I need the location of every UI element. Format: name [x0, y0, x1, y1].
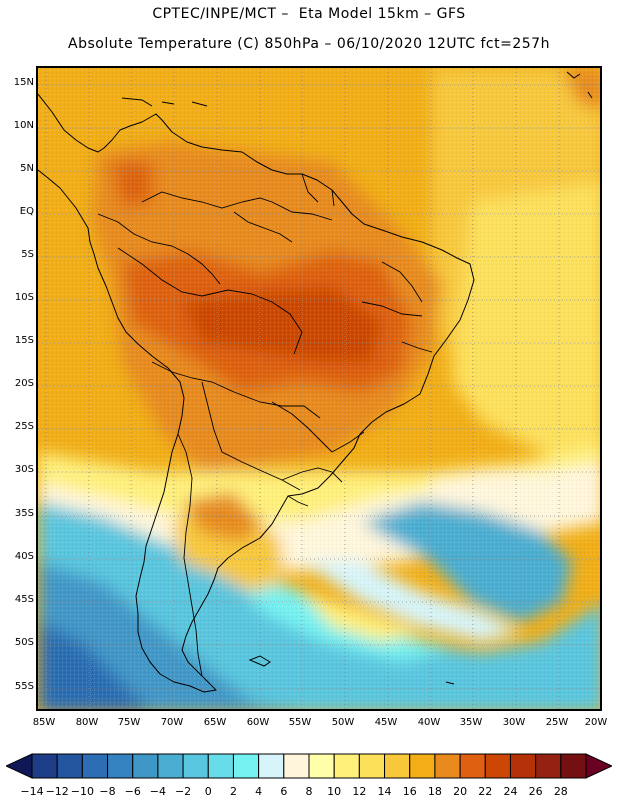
country-borders	[97, 173, 433, 677]
colorbar-cell	[509, 753, 537, 779]
lat-label-45s: 45S	[14, 594, 34, 605]
colorbar-tick-label: −8	[99, 785, 116, 798]
colorbar-tick-label: 26	[528, 785, 543, 798]
colorbar-cell	[232, 753, 260, 779]
lat-label-20s: 20S	[14, 378, 34, 389]
colorbar-tick-label: −2	[174, 785, 192, 798]
colorbar-tick-label: 10	[327, 785, 342, 798]
lat-label-35s: 35S	[14, 508, 34, 519]
colorbar-tick-label: 2	[229, 785, 237, 798]
lon-label-50w: 50W	[331, 717, 355, 728]
lon-label-70w: 70W	[160, 717, 184, 728]
colorbar-tick-label: −6	[124, 785, 141, 798]
colorbar-cell	[384, 753, 411, 779]
colorbar-cell	[157, 753, 184, 779]
colorbar-cell	[358, 753, 386, 779]
colorbar-cell	[560, 753, 587, 779]
lat-label-25s: 25S	[14, 421, 34, 432]
lon-label-45w: 45W	[374, 717, 398, 728]
colorbar-tick-label: 0	[204, 785, 212, 798]
lat-label-40s: 40S	[14, 551, 34, 562]
colorbar-cell	[258, 753, 285, 779]
colorbar-cell	[283, 753, 310, 779]
map-area	[36, 66, 602, 711]
colorbar-tick-label: 8	[305, 785, 313, 798]
colorbar-cell	[56, 753, 83, 779]
colorbar-cell	[484, 753, 511, 779]
lon-label-35w: 35W	[459, 717, 483, 728]
colorbar-cell	[333, 753, 360, 779]
colorbar-cell	[409, 753, 436, 779]
colorbar-tick-label: 12	[352, 785, 367, 798]
southern-islands	[445, 681, 455, 685]
temperature-colorbar	[6, 753, 612, 779]
colorbar-cell	[132, 753, 159, 779]
colorbar-tick-label: 28	[553, 785, 568, 798]
colorbar-cell	[535, 753, 562, 779]
lat-label-50s: 50S	[14, 637, 34, 648]
colorbar-tick-label: 18	[427, 785, 442, 798]
lon-label-60w: 60W	[246, 717, 270, 728]
lon-label-25w: 25W	[545, 717, 569, 728]
colorbar-cell	[31, 753, 58, 779]
lon-label-55w: 55W	[288, 717, 312, 728]
falkland-islands	[248, 655, 271, 667]
caribbean-islands	[121, 71, 593, 107]
colorbar-tick-label: 22	[478, 785, 493, 798]
lon-label-40w: 40W	[417, 717, 441, 728]
map-title-line2: Absolute Temperature (C) 850hPa – 06/10/…	[68, 36, 550, 52]
colorbar-cell	[459, 753, 486, 779]
lon-label-85w: 85W	[32, 717, 56, 728]
map-title-line1: CPTEC/INPE/MCT – Eta Model 15km – GFS	[152, 6, 466, 22]
lat-label-eq: EQ	[19, 206, 34, 217]
lat-label-55s: 55S	[14, 681, 34, 692]
colorbar-left-arrow	[6, 753, 33, 779]
lon-label-75w: 75W	[117, 717, 141, 728]
colorbar-right-arrow	[585, 753, 612, 779]
colorbar-tick-label: 24	[503, 785, 518, 798]
colorbar-cell	[207, 753, 234, 779]
colorbar-tick-label: 4	[255, 785, 263, 798]
lon-label-65w: 65W	[203, 717, 227, 728]
colorbar-cell	[182, 753, 209, 779]
lon-label-80w: 80W	[75, 717, 99, 728]
colorbar-tick-label: −14	[20, 785, 44, 798]
lat-label-5n: 5N	[20, 163, 34, 174]
colorbar-tick-label: 20	[453, 785, 468, 798]
colorbar-tick-label: −4	[149, 785, 167, 798]
colorbar-tick-label: −12	[45, 785, 69, 798]
lat-label-15n: 15N	[13, 77, 34, 88]
lon-label-20w: 20W	[584, 717, 608, 728]
lat-label-10n: 10N	[13, 120, 34, 131]
lat-label-30s: 30S	[14, 464, 34, 475]
colorbar-tick-label: 14	[377, 785, 392, 798]
lon-label-30w: 30W	[502, 717, 526, 728]
colorbar-cell	[81, 753, 109, 779]
colorbar-tick-label: 16	[402, 785, 417, 798]
colorbar-tick-label: −10	[70, 785, 94, 798]
colorbar-tick-label: 6	[280, 785, 288, 798]
colorbar-cell	[434, 753, 461, 779]
colorbar-cell	[308, 753, 335, 779]
lat-label-15s: 15S	[14, 335, 34, 346]
colorbar-cell	[107, 753, 134, 779]
lat-label-10s: 10S	[14, 292, 34, 303]
lat-label-5s: 5S	[21, 249, 34, 260]
coastline	[38, 93, 475, 693]
